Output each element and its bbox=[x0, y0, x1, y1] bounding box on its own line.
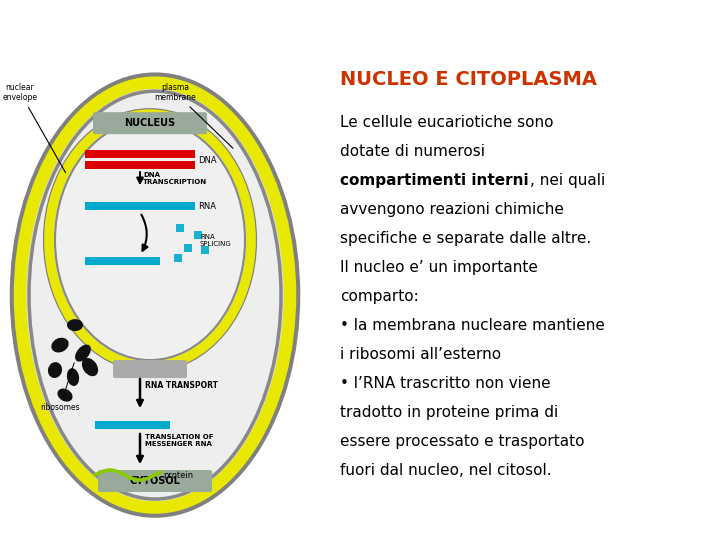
Text: Il nucleo e’ un importante: Il nucleo e’ un importante bbox=[340, 260, 538, 275]
Text: protein: protein bbox=[163, 470, 194, 480]
Ellipse shape bbox=[12, 75, 297, 515]
Text: essere processato e trasportato: essere processato e trasportato bbox=[340, 434, 585, 449]
Text: ribosomes: ribosomes bbox=[40, 363, 80, 412]
Text: DNA: DNA bbox=[198, 156, 217, 165]
Text: RNA
SPLICING: RNA SPLICING bbox=[200, 234, 232, 247]
Ellipse shape bbox=[51, 338, 68, 353]
Ellipse shape bbox=[82, 358, 98, 376]
Text: i ribosomi all’esterno: i ribosomi all’esterno bbox=[340, 347, 501, 362]
Text: dotate di numerosi: dotate di numerosi bbox=[340, 144, 485, 159]
FancyBboxPatch shape bbox=[93, 112, 207, 134]
Ellipse shape bbox=[67, 319, 83, 331]
Text: compartimenti interni: compartimenti interni bbox=[340, 173, 528, 188]
FancyBboxPatch shape bbox=[95, 421, 170, 429]
Text: tradotto in proteine prima di: tradotto in proteine prima di bbox=[340, 405, 558, 420]
Text: comparto:: comparto: bbox=[340, 289, 419, 304]
Text: plasma
membrane: plasma membrane bbox=[154, 83, 233, 148]
FancyBboxPatch shape bbox=[85, 257, 160, 265]
FancyBboxPatch shape bbox=[85, 150, 195, 158]
FancyBboxPatch shape bbox=[98, 470, 212, 492]
Text: • la membrana nucleare mantiene: • la membrana nucleare mantiene bbox=[340, 318, 605, 333]
FancyBboxPatch shape bbox=[85, 202, 195, 210]
Text: NUCLEO E CITOPLASMA: NUCLEO E CITOPLASMA bbox=[340, 70, 597, 89]
Text: nuclear
envelope: nuclear envelope bbox=[2, 83, 66, 173]
Text: NUCLEUS: NUCLEUS bbox=[125, 118, 176, 128]
Text: TRANSLATION OF
MESSENGER RNA: TRANSLATION OF MESSENGER RNA bbox=[145, 434, 214, 447]
Text: CYTOSOL: CYTOSOL bbox=[130, 476, 181, 486]
Text: RNA: RNA bbox=[198, 201, 216, 211]
Ellipse shape bbox=[75, 345, 91, 362]
Text: Le cellule eucariotiche sono: Le cellule eucariotiche sono bbox=[340, 115, 554, 130]
Ellipse shape bbox=[48, 362, 62, 378]
Text: specifiche e separate dalle altre.: specifiche e separate dalle altre. bbox=[340, 231, 591, 246]
Text: , nei quali: , nei quali bbox=[530, 173, 605, 188]
Ellipse shape bbox=[29, 91, 281, 499]
Text: avvengono reazioni chimiche: avvengono reazioni chimiche bbox=[340, 202, 564, 217]
Text: STRUTTURA INTERNA DELLA CELLULA EUCARIOTICA: STRUTTURA INTERNA DELLA CELLULA EUCARIOT… bbox=[11, 16, 577, 35]
FancyBboxPatch shape bbox=[113, 360, 187, 378]
Text: RNA TRANSPORT: RNA TRANSPORT bbox=[145, 381, 218, 390]
Ellipse shape bbox=[67, 368, 79, 386]
Text: DNA
TRANSCRIPTION: DNA TRANSCRIPTION bbox=[143, 172, 207, 185]
Text: • l’RNA trascritto non viene: • l’RNA trascritto non viene bbox=[340, 376, 551, 391]
FancyBboxPatch shape bbox=[85, 161, 195, 169]
Ellipse shape bbox=[58, 388, 73, 402]
Ellipse shape bbox=[55, 120, 245, 360]
Text: fuori dal nucleo, nel citosol.: fuori dal nucleo, nel citosol. bbox=[340, 463, 552, 478]
Ellipse shape bbox=[45, 110, 255, 370]
